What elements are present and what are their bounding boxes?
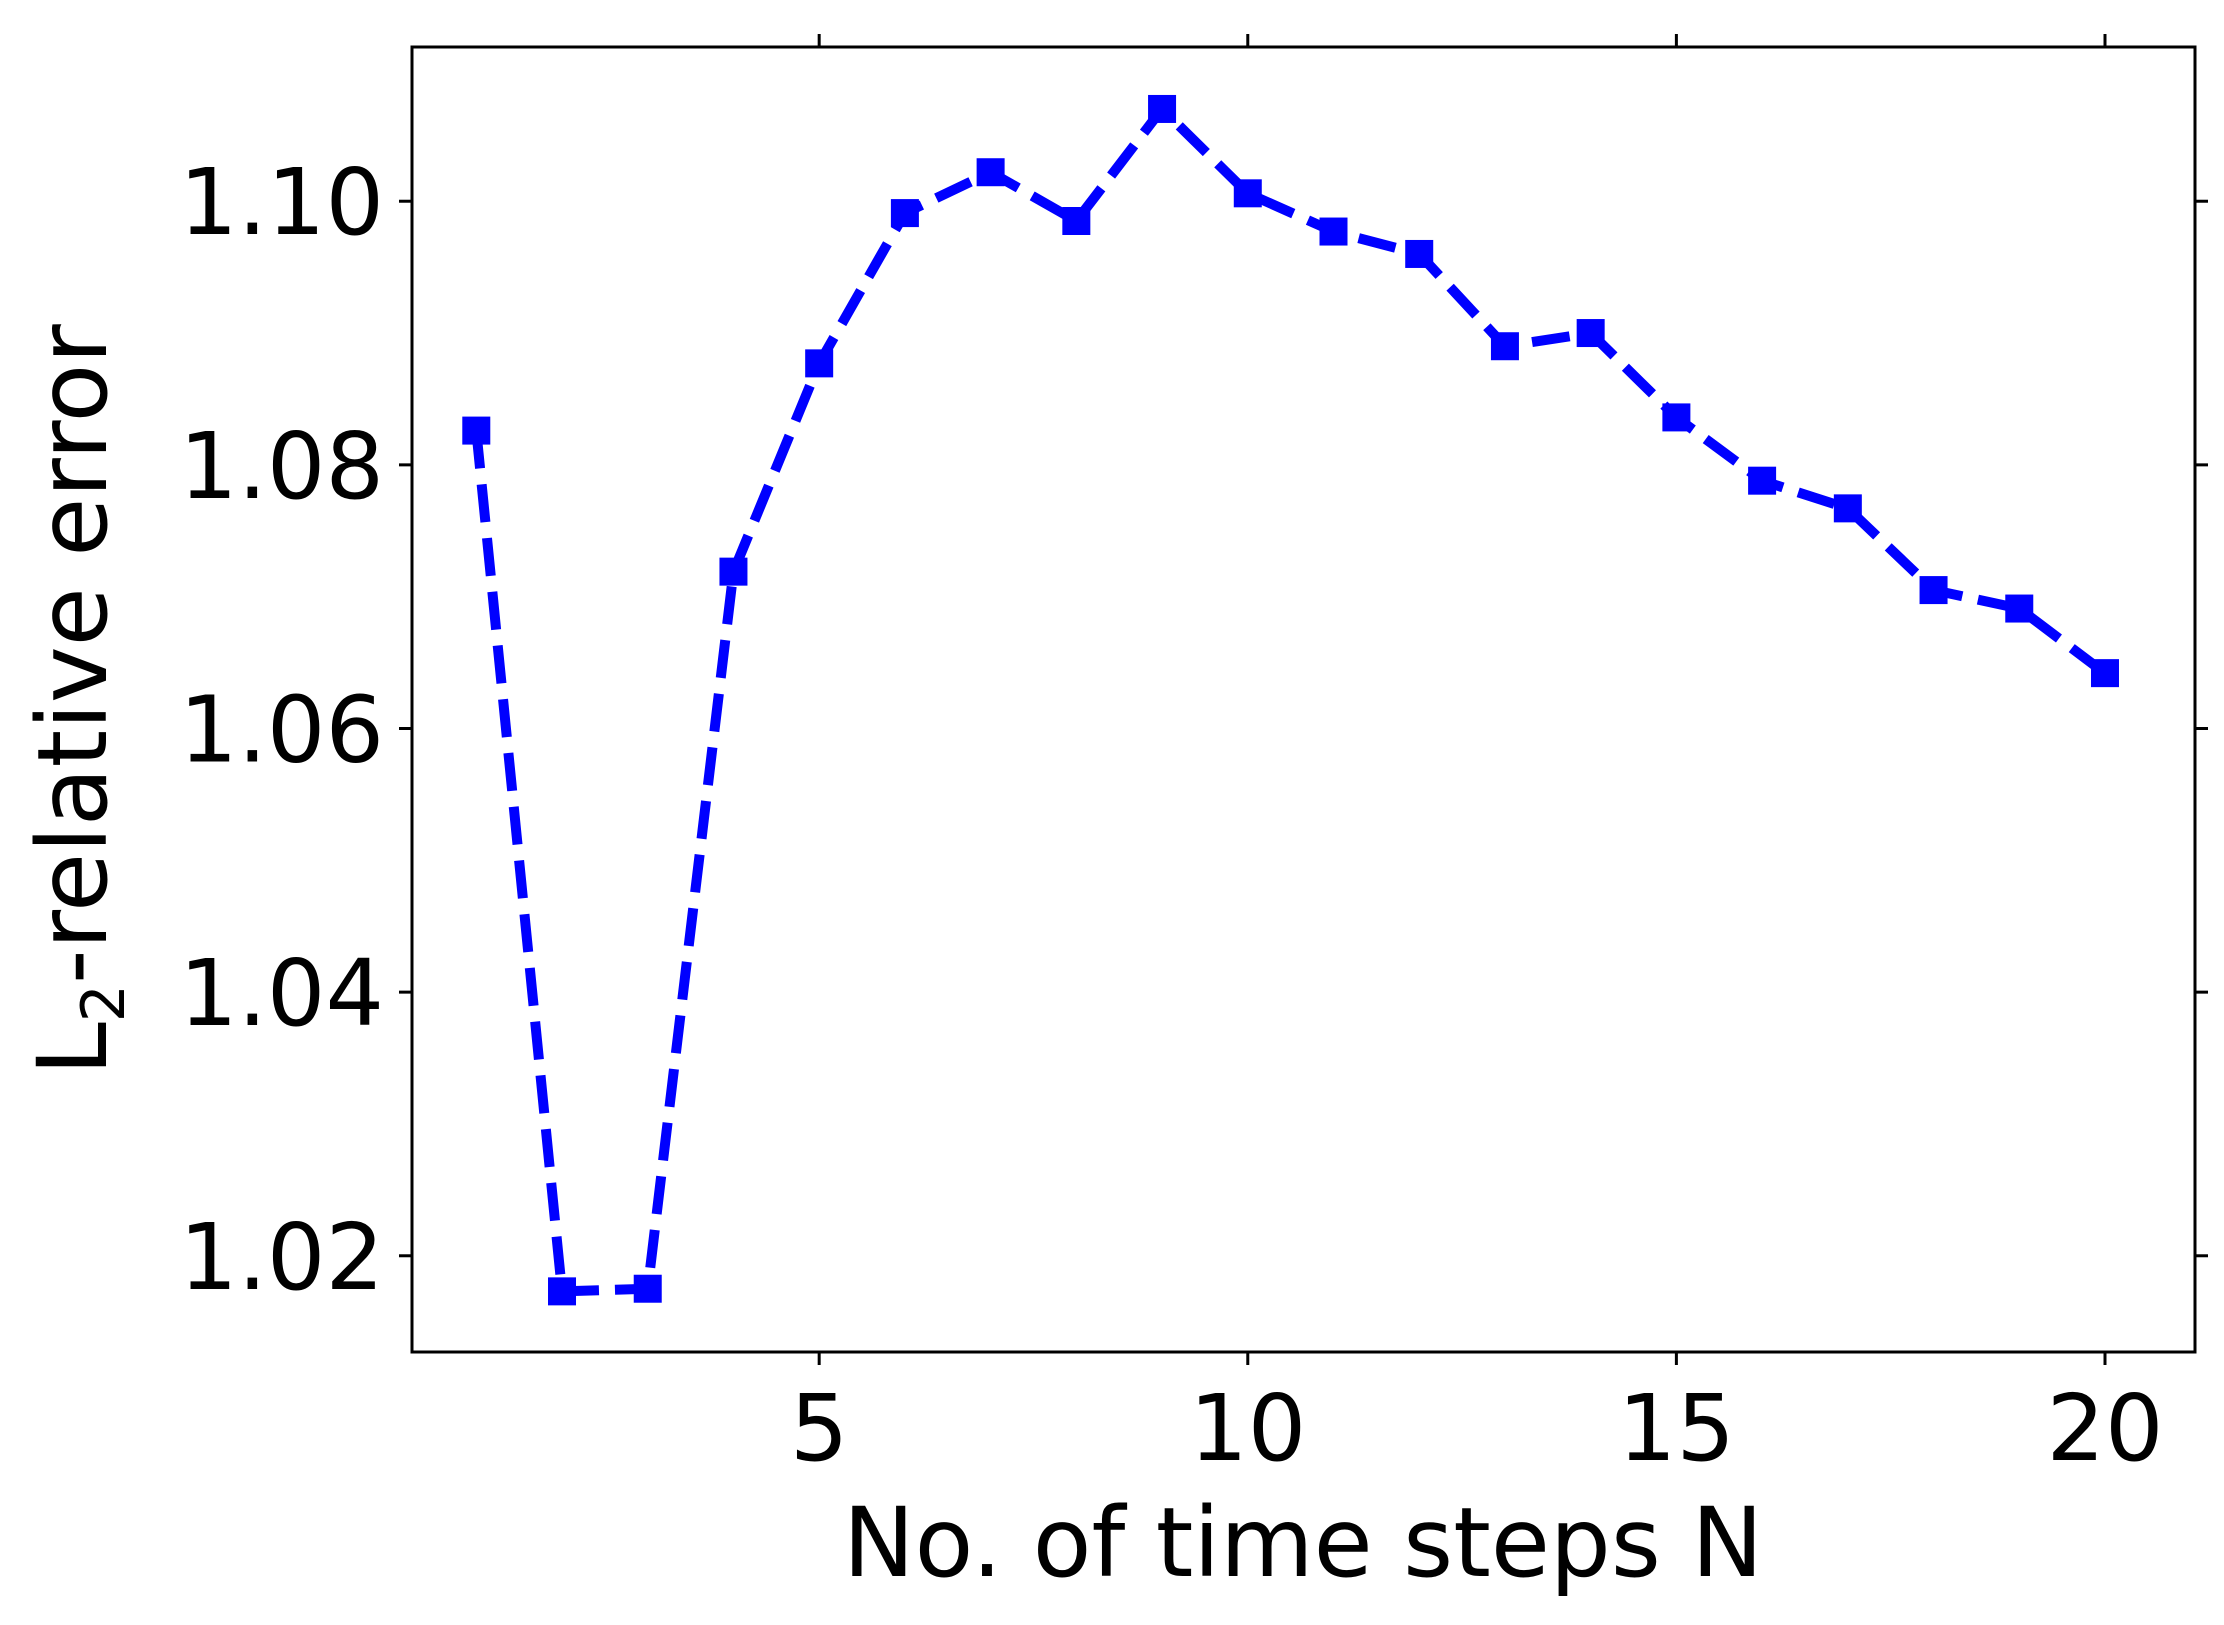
data-point-12 [1405,239,1434,268]
data-point-14 [1576,319,1605,348]
data-point-17 [1833,494,1862,523]
data-point-10 [1233,179,1262,208]
data-point-1 [462,416,491,445]
x-axis-label: No. of time steps N [843,1487,1763,1599]
data-point-19 [2005,594,2034,623]
y-tick-label-1.08: 1.08 [179,413,384,520]
series-line-0 [471,101,2109,1297]
data-point-9 [1148,94,1177,123]
data-point-15 [1662,403,1691,432]
y-tick-label-1.10: 1.10 [179,149,384,256]
x-tick-labels: 5 10 15 20 [790,1375,2164,1482]
data-point-11 [1319,217,1348,246]
x-tick-label-20: 20 [2046,1375,2163,1482]
y-axis-label-subscript: 2 [69,984,139,1022]
data-point-3 [633,1274,662,1303]
data-point-20 [2090,659,2119,688]
y-tick-label-1.04: 1.04 [179,940,384,1047]
y-axis-label: L2-relative error [17,324,139,1076]
y-tick-label-1.06: 1.06 [179,677,384,784]
tick-marks [399,34,2208,1365]
data-point-13 [1490,332,1519,361]
y-tick-labels: 1.02 1.04 1.06 1.08 1.10 [179,149,384,1311]
data-point-18 [1919,576,1948,605]
y-tick-label-1.02: 1.02 [179,1204,384,1311]
data-point-2 [548,1277,577,1306]
series-layer [462,94,2119,1306]
data-point-5 [805,349,834,378]
x-tick-label-10: 10 [1189,1375,1306,1482]
y-axis-label-rest: -relative error [17,324,129,984]
data-point-6 [890,199,919,228]
data-point-4 [719,557,748,586]
x-tick-label-5: 5 [790,1375,849,1482]
x-tick-label-15: 15 [1618,1375,1735,1482]
y-axis-label-main: L [17,1022,129,1075]
data-point-7 [976,158,1005,187]
data-point-16 [1748,466,1777,495]
data-point-8 [1062,207,1091,235]
plot-area [410,45,2197,1354]
